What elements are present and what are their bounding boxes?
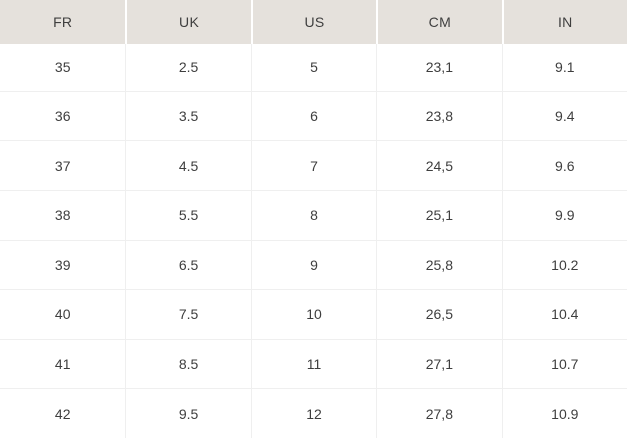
table-cell: 37 [0, 140, 126, 190]
column-header-fr: FR [0, 0, 126, 44]
table-cell: 5.5 [125, 189, 251, 240]
table-row: 36 3.5 6 23,8 9.4 [0, 90, 627, 141]
table-cell: 10.4 [501, 289, 627, 339]
table-row: 42 9.5 12 27,8 10.9 [0, 388, 627, 438]
table-row: 35 2.5 5 23,1 9.1 [0, 44, 627, 91]
table-cell: 27,1 [376, 338, 502, 389]
table-cell: 9.6 [501, 140, 627, 190]
table-cell: 42 [0, 388, 126, 438]
table-cell: 9 [250, 239, 377, 290]
table-cell: 7.5 [125, 289, 251, 339]
table-row: 41 8.5 11 27,1 10.7 [0, 338, 627, 389]
column-header-cm: CM [376, 0, 502, 44]
table-cell: 4.5 [125, 140, 251, 190]
column-header-in: IN [501, 0, 627, 44]
table-cell: 40 [0, 289, 126, 339]
table-cell: 38 [0, 189, 126, 240]
table-cell: 9.5 [125, 388, 251, 438]
table-row: 39 6.5 9 25,8 10.2 [0, 239, 627, 290]
table-cell: 25,1 [376, 189, 502, 240]
table-cell: 2.5 [125, 44, 251, 91]
column-header-uk: UK [125, 0, 251, 44]
table-row: 40 7.5 10 26,5 10.4 [0, 289, 627, 339]
table-cell: 27,8 [376, 388, 502, 438]
table-cell: 9.4 [501, 90, 627, 141]
table-cell: 10.2 [501, 239, 627, 290]
table-cell: 12 [250, 388, 377, 438]
table-cell: 6 [250, 90, 377, 141]
table-cell: 8 [250, 189, 377, 240]
table-cell: 9.1 [501, 44, 627, 91]
table-cell: 35 [0, 44, 126, 91]
table-cell: 7 [250, 140, 377, 190]
table-cell: 10.9 [501, 388, 627, 438]
table-cell: 11 [250, 338, 377, 389]
column-header-us: US [250, 0, 377, 44]
table-cell: 6.5 [125, 239, 251, 290]
table-cell: 23,8 [376, 90, 502, 141]
table-body: 35 2.5 5 23,1 9.1 36 3.5 6 23,8 9.4 37 4.5 7 24,5 9.6 3… [0, 44, 627, 438]
table-cell: 25,8 [376, 239, 502, 290]
table-cell: 23,1 [376, 44, 502, 91]
table-cell: 8.5 [125, 338, 251, 389]
table-cell: 5 [250, 44, 377, 91]
table-cell: 10 [250, 289, 377, 339]
table-row: 37 4.5 7 24,5 9.6 [0, 140, 627, 190]
table-head: FR UK US CM IN [0, 0, 627, 44]
table-row: 38 5.5 8 25,1 9.9 [0, 189, 627, 240]
table-cell: 36 [0, 90, 126, 141]
table-cell: 9.9 [501, 189, 627, 240]
table-cell: 24,5 [376, 140, 502, 190]
table-cell: 39 [0, 239, 126, 290]
table-cell: 10.7 [501, 338, 627, 389]
table-cell: 41 [0, 338, 126, 389]
table-header-row: FR UK US CM IN [0, 0, 627, 44]
table-cell: 26,5 [376, 289, 502, 339]
table-cell: 3.5 [125, 90, 251, 141]
